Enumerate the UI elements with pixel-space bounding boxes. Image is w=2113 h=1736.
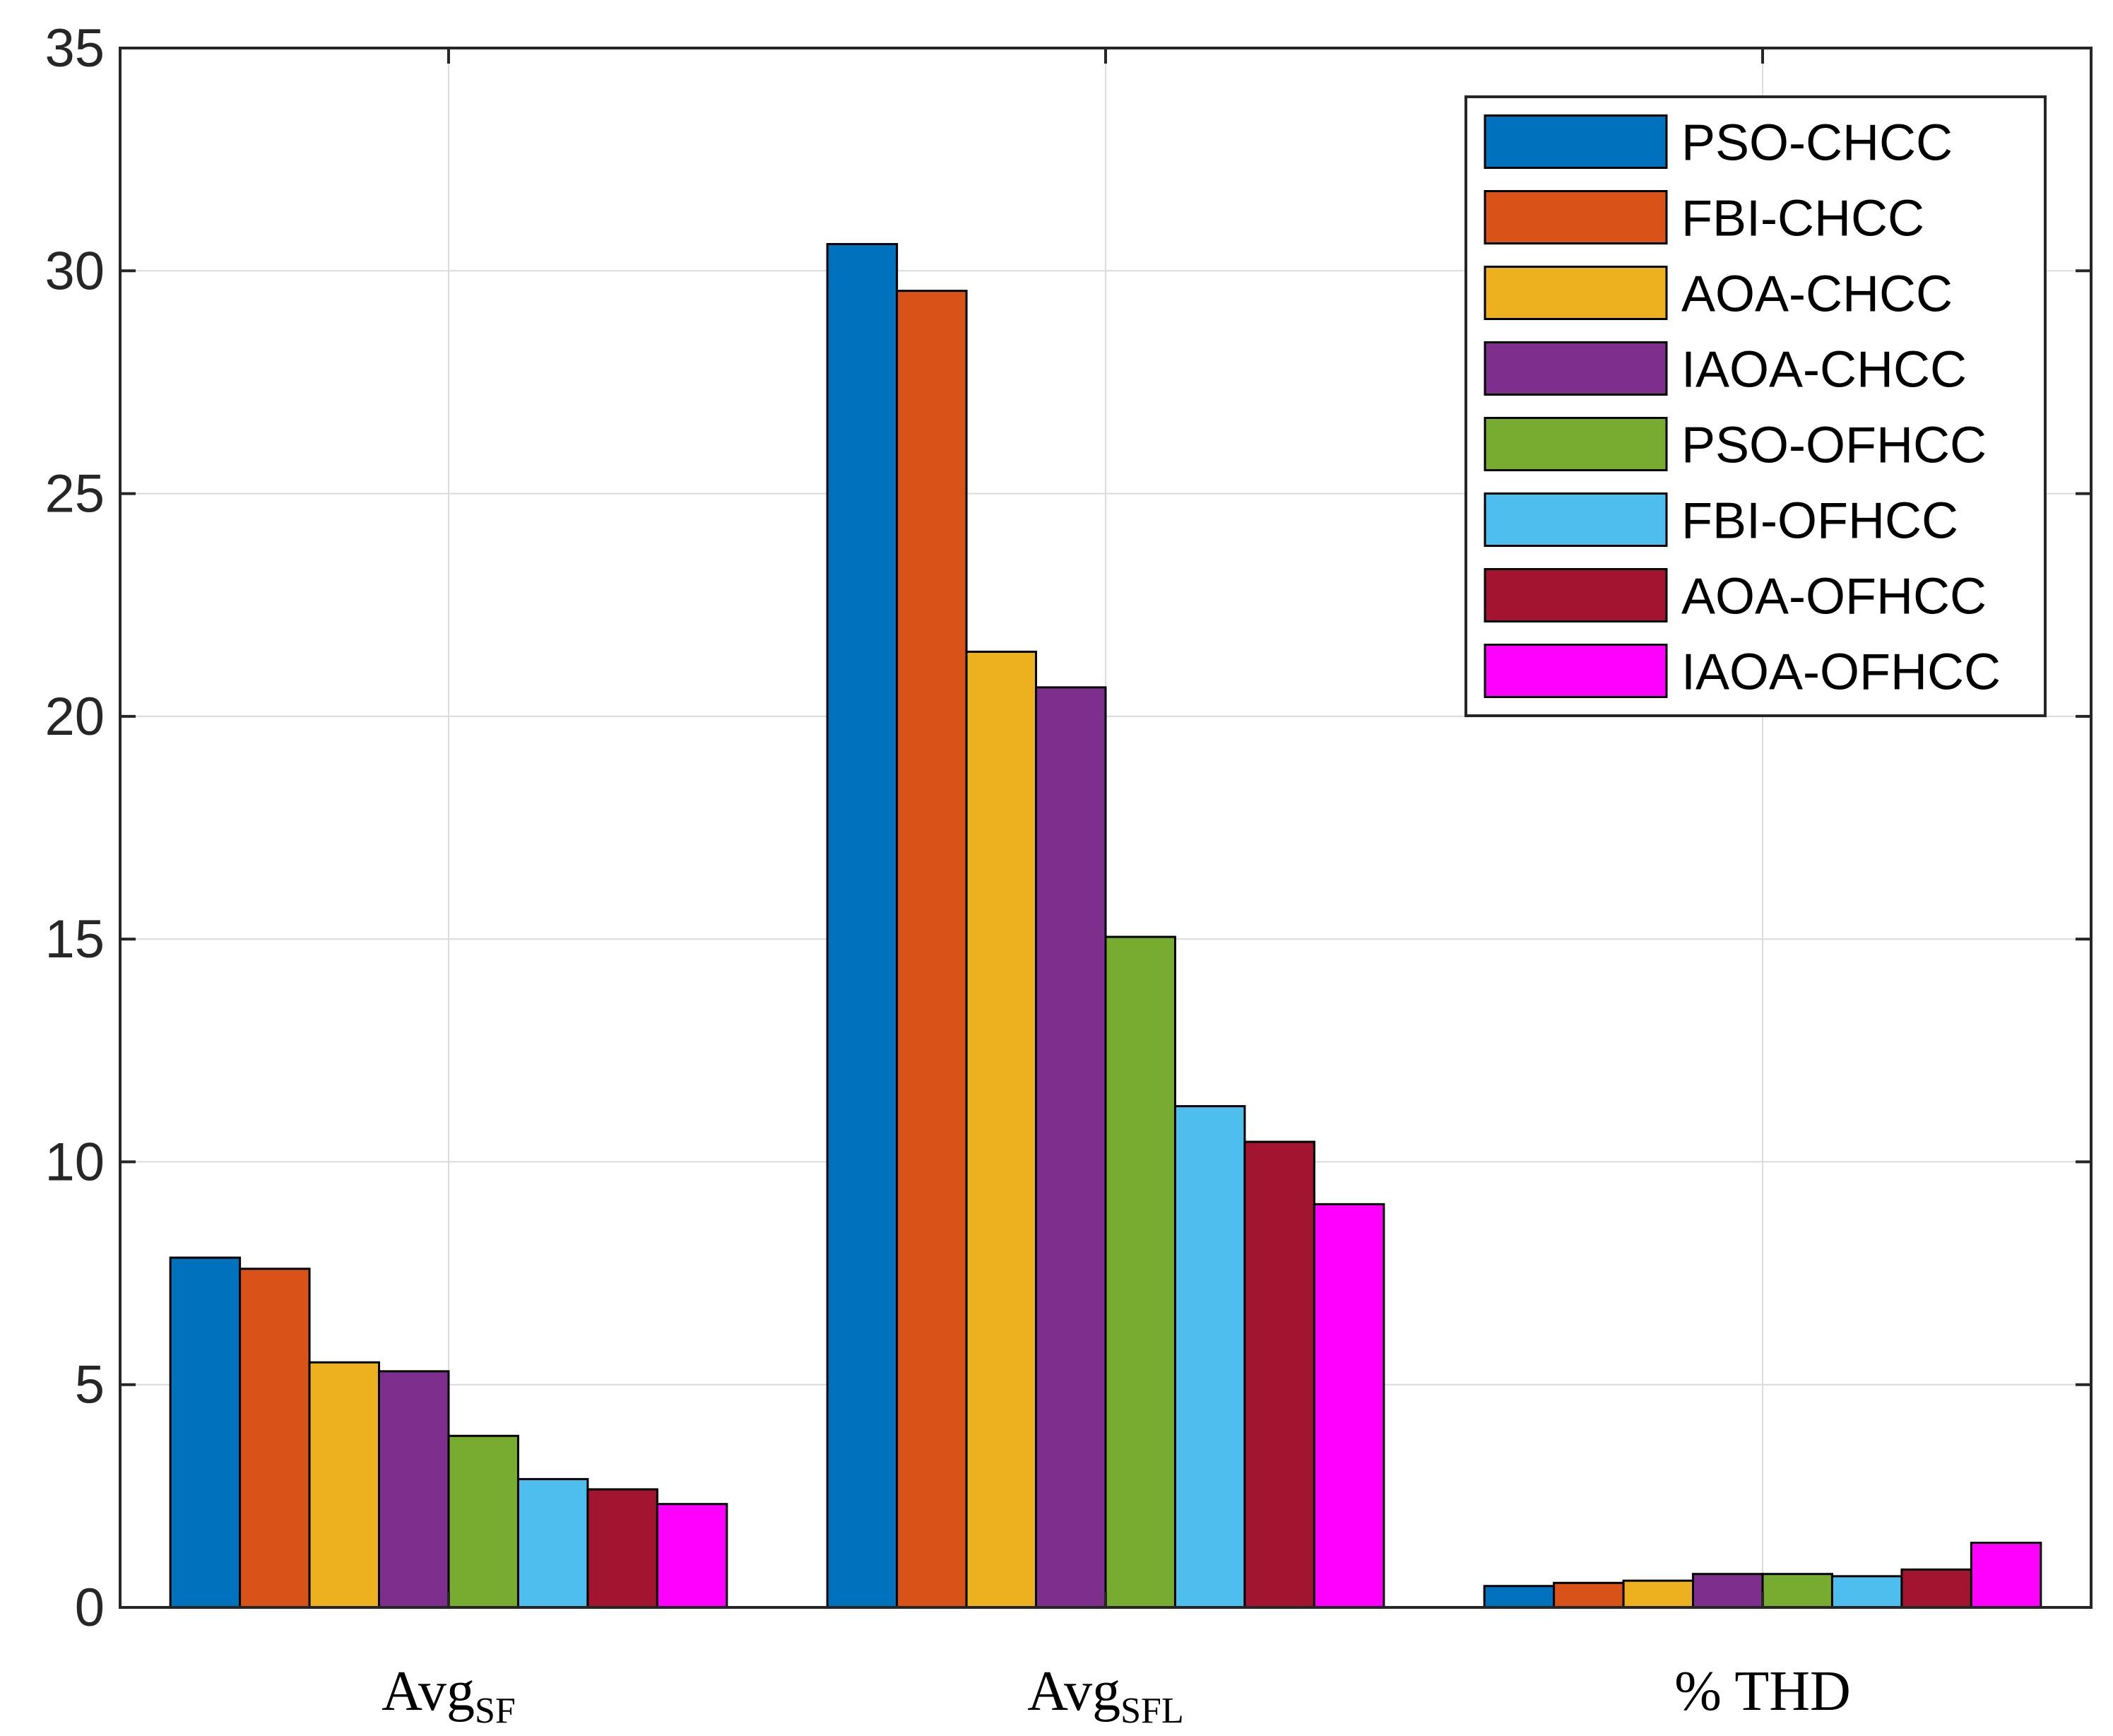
bar-aoa-ofhcc-2 bbox=[1900, 1568, 1972, 1609]
legend-swatch bbox=[1484, 417, 1668, 471]
bar-iaoa-chcc-1 bbox=[1035, 686, 1107, 1609]
legend-swatch bbox=[1484, 644, 1668, 698]
bar-aoa-ofhcc-0 bbox=[586, 1488, 658, 1609]
category-main-text: Avg bbox=[1027, 1660, 1120, 1723]
y-tick-label: 5 bbox=[75, 1355, 105, 1415]
y-tick-label: 35 bbox=[45, 18, 105, 78]
bar-fbi-ofhcc-2 bbox=[1830, 1575, 1903, 1609]
legend-swatch bbox=[1484, 341, 1668, 396]
bar-fbi-chcc-2 bbox=[1553, 1581, 1625, 1609]
category-main-text: Avg bbox=[381, 1660, 475, 1723]
y-tick-label: 15 bbox=[45, 909, 105, 969]
bar-iaoa-chcc-2 bbox=[1692, 1573, 1764, 1609]
bar-fbi-chcc-0 bbox=[239, 1268, 311, 1609]
legend-swatch bbox=[1484, 190, 1668, 244]
legend-label: AOA-OFHCC bbox=[1681, 569, 1987, 625]
y-tick-label: 30 bbox=[45, 241, 105, 301]
bar-aoa-chcc-2 bbox=[1622, 1579, 1695, 1609]
y-tick-label: 20 bbox=[45, 687, 105, 747]
bar-iaoa-chcc-0 bbox=[378, 1370, 450, 1609]
legend-label: IAOA-OFHCC bbox=[1681, 644, 2001, 701]
bars bbox=[169, 242, 2042, 1609]
legend-label: FBI-OFHCC bbox=[1681, 493, 1958, 550]
bar-pso-chcc-2 bbox=[1483, 1585, 1556, 1609]
bar-iaoa-ofhcc-2 bbox=[1970, 1542, 2042, 1609]
bar-fbi-chcc-1 bbox=[896, 290, 968, 1609]
bar-aoa-chcc-0 bbox=[308, 1361, 381, 1609]
bar-pso-chcc-0 bbox=[169, 1256, 242, 1609]
x-category-label: AvgSFL bbox=[1027, 1660, 1183, 1731]
y-tick-label: 25 bbox=[45, 464, 105, 524]
category-main-text: % THD bbox=[1674, 1660, 1851, 1723]
legend-label: IAOA-CHCC bbox=[1681, 342, 1967, 398]
y-tick-label: 0 bbox=[75, 1578, 105, 1638]
bar-fbi-ofhcc-1 bbox=[1173, 1105, 1246, 1609]
bar-pso-ofhcc-1 bbox=[1104, 935, 1176, 1609]
bar-aoa-ofhcc-1 bbox=[1243, 1140, 1315, 1609]
category-labels: AvgSF AvgSFL% THD bbox=[381, 1660, 1851, 1731]
category-subscript: SFL bbox=[1120, 1691, 1184, 1731]
category-subscript: SF bbox=[475, 1691, 516, 1731]
bar-iaoa-ofhcc-0 bbox=[656, 1503, 728, 1609]
legend-swatch bbox=[1484, 492, 1668, 547]
legend-label: PSO-OFHCC bbox=[1681, 418, 1987, 474]
x-category-label: AvgSF bbox=[381, 1660, 516, 1731]
bar-pso-ofhcc-2 bbox=[1761, 1573, 1833, 1609]
legend-swatch bbox=[1484, 266, 1668, 320]
legend: PSO-CHCC FBI-CHCC AOA-CHCC IAOA-CHCC PSO-OFH… bbox=[1464, 95, 2047, 717]
legend-swatch bbox=[1484, 114, 1668, 169]
y-tick-label: 10 bbox=[45, 1132, 105, 1192]
legend-label: FBI-CHCC bbox=[1681, 191, 1924, 247]
legend-label: AOA-CHCC bbox=[1681, 266, 1953, 323]
legend-label: PSO-CHCC bbox=[1681, 115, 1953, 172]
bar-pso-chcc-1 bbox=[826, 242, 899, 1609]
legend-swatch bbox=[1484, 568, 1668, 622]
bar-aoa-chcc-1 bbox=[965, 650, 1038, 1609]
axis-ticks: 0 5 10 15 20 25 30 35 bbox=[45, 18, 2091, 1638]
bar-fbi-ofhcc-0 bbox=[516, 1477, 589, 1609]
bar-pso-ofhcc-0 bbox=[447, 1434, 519, 1609]
bar-iaoa-ofhcc-1 bbox=[1313, 1203, 1385, 1609]
x-category-label: % THD bbox=[1674, 1660, 1851, 1723]
